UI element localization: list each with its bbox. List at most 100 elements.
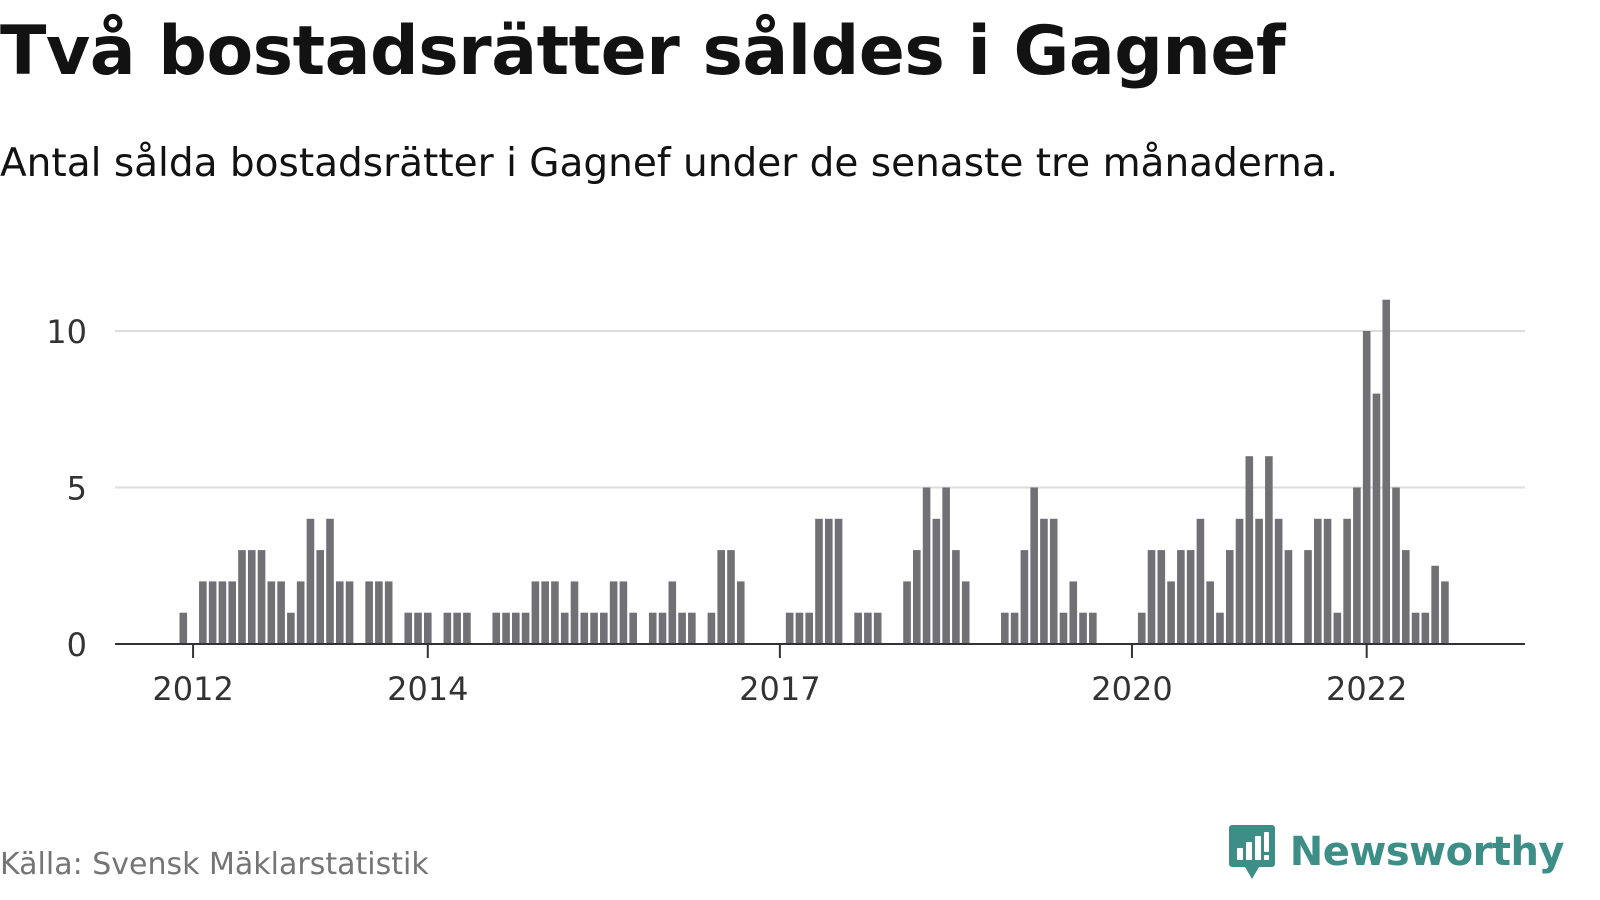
bar	[1089, 612, 1097, 644]
bar	[267, 581, 276, 644]
bar	[414, 612, 422, 644]
bar	[404, 612, 413, 644]
bar	[531, 581, 540, 644]
bar	[668, 581, 677, 644]
bar	[727, 550, 735, 644]
bar	[1274, 518, 1283, 644]
bar	[345, 581, 354, 644]
bar	[873, 612, 882, 644]
x-tick-label-2012: 2012	[152, 670, 233, 708]
bar	[1020, 550, 1029, 644]
bar	[1323, 518, 1332, 644]
bar	[658, 612, 667, 644]
bar	[287, 612, 295, 644]
x-tick-label-2022: 2022	[1326, 670, 1407, 708]
bar	[570, 581, 579, 644]
bar	[247, 550, 256, 644]
bar	[492, 612, 501, 644]
bar	[1431, 565, 1439, 644]
bar	[326, 518, 334, 644]
bar	[1225, 550, 1234, 644]
bar	[375, 581, 383, 644]
bar	[1049, 518, 1058, 644]
tick-labels: 0 5 10 2 2012 2014 2017 2020 2022	[46, 0, 1534, 708]
bar	[1059, 612, 1068, 644]
bar	[1216, 612, 1224, 644]
bar	[707, 612, 716, 644]
bar	[228, 581, 236, 644]
bar	[609, 581, 618, 644]
bar	[551, 581, 559, 644]
bar	[805, 612, 814, 644]
chart-subtitle: Antal sålda bostadsrätter i Gagnef under…	[0, 141, 1339, 186]
bar	[688, 612, 696, 644]
bar	[1392, 487, 1400, 644]
bar	[864, 612, 872, 644]
bar	[717, 550, 725, 644]
bar	[218, 581, 227, 644]
bar	[1206, 581, 1214, 644]
bar	[942, 487, 950, 644]
bar	[922, 487, 931, 644]
bar	[678, 612, 686, 644]
bar	[453, 612, 461, 644]
bar	[1421, 612, 1430, 644]
bar	[1079, 612, 1087, 644]
bar	[463, 612, 471, 644]
bar	[1284, 550, 1293, 644]
bar	[1372, 393, 1381, 644]
bar	[1362, 331, 1371, 644]
bar	[316, 550, 325, 644]
bar	[296, 581, 305, 644]
brand-name: Newsworthy	[1289, 829, 1565, 875]
bar	[1441, 581, 1449, 644]
bar	[600, 612, 608, 644]
bar	[443, 612, 452, 644]
bar	[1137, 612, 1146, 644]
x-tick-label-2017: 2017	[739, 670, 820, 708]
bar	[1255, 518, 1263, 644]
bar	[1245, 456, 1254, 644]
y-tick-label-0: 0	[67, 626, 87, 664]
bar	[590, 612, 598, 644]
brand-logo: Newsworthy	[1228, 823, 1565, 881]
chart-title: Två bostadsrätter såldes i Gagnef	[0, 12, 1286, 91]
bar	[541, 581, 549, 644]
bar	[384, 581, 393, 644]
x-axis	[115, 643, 1525, 658]
x-tick-label-2020: 2020	[1091, 670, 1172, 708]
bar	[1313, 518, 1322, 644]
bar	[629, 612, 637, 644]
y-tick-label-10: 10	[46, 313, 87, 351]
bar	[257, 550, 266, 644]
bar	[1167, 581, 1175, 644]
bar	[199, 581, 207, 644]
bar	[238, 550, 246, 644]
bars	[179, 299, 1449, 644]
bar	[1235, 518, 1244, 644]
bar	[1157, 550, 1166, 644]
bar	[834, 518, 843, 644]
bar	[1186, 550, 1195, 644]
bar	[1265, 456, 1273, 644]
bar	[952, 550, 960, 644]
bar	[1333, 612, 1342, 644]
bar	[1147, 550, 1156, 644]
bar	[824, 518, 833, 644]
bar	[521, 612, 530, 644]
bar	[854, 612, 862, 644]
bar	[619, 581, 628, 644]
bar	[1402, 550, 1410, 644]
bar	[961, 581, 970, 644]
source-note: Källa: Svensk Mäklarstatistik	[0, 847, 429, 882]
y-tick-label-5: 5	[67, 470, 87, 508]
bar	[365, 581, 373, 644]
bar	[179, 612, 188, 644]
bar	[1382, 299, 1391, 644]
bar	[1411, 612, 1420, 644]
bar	[335, 581, 344, 644]
bar	[913, 550, 921, 644]
bar	[1069, 581, 1078, 644]
